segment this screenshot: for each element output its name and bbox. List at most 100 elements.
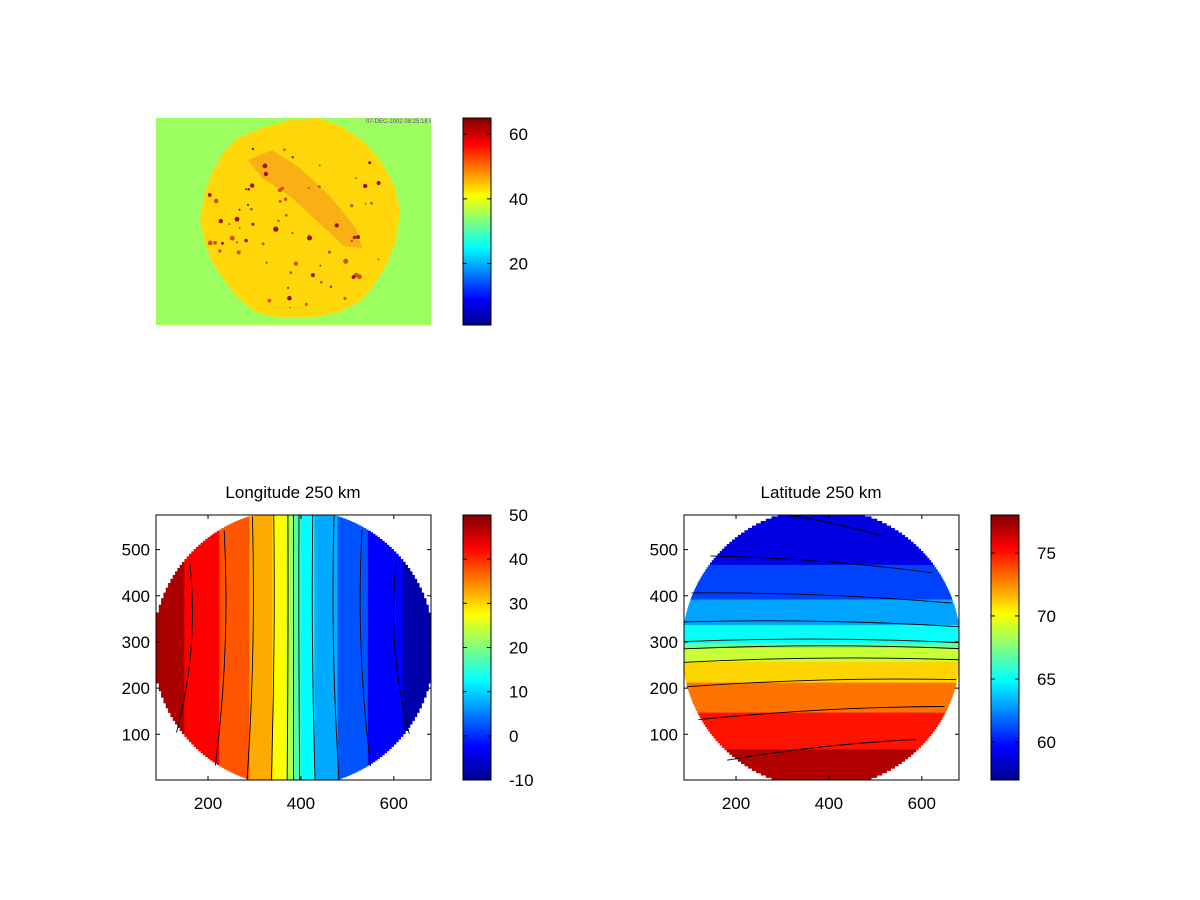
field-band xyxy=(684,631,959,635)
x-tick-label: 600 xyxy=(908,794,936,813)
field-band xyxy=(279,515,283,780)
x-tick-label: 200 xyxy=(722,794,750,813)
colorbar-tick-label: 0 xyxy=(509,727,518,746)
field-band xyxy=(267,515,271,780)
image-speck xyxy=(289,271,293,275)
field-band xyxy=(686,611,957,614)
field-band xyxy=(690,597,953,601)
y-tick-label: 200 xyxy=(122,679,150,698)
field-band xyxy=(684,641,959,644)
x-tick-label: 400 xyxy=(287,794,315,813)
field-band xyxy=(379,538,383,757)
field-band xyxy=(684,666,959,670)
colorbar-tick-label: 30 xyxy=(509,594,528,613)
field-band xyxy=(721,744,922,748)
colorbar-tick-label: 70 xyxy=(1037,607,1056,626)
field-band xyxy=(702,574,941,577)
field-band xyxy=(168,583,171,713)
field-band xyxy=(737,758,906,762)
field-band xyxy=(700,576,943,580)
image-speck xyxy=(293,261,298,266)
image-speck xyxy=(350,204,354,208)
latitude-title: Latitude 250 km xyxy=(761,483,882,502)
contour-line xyxy=(691,592,952,604)
field-band xyxy=(703,721,940,725)
field-band xyxy=(726,544,917,547)
field-band xyxy=(697,710,946,714)
field-band xyxy=(695,707,948,711)
field-band xyxy=(684,661,959,665)
field-band xyxy=(360,526,364,770)
latitude-axes-box xyxy=(683,514,960,781)
image-speck xyxy=(310,273,315,278)
field-band xyxy=(200,542,204,754)
field-band xyxy=(188,553,192,743)
field-band xyxy=(353,523,357,773)
field-band xyxy=(741,761,902,764)
image-speck xyxy=(352,235,356,240)
field-band xyxy=(684,650,959,654)
field-band xyxy=(205,538,209,757)
field-band xyxy=(328,515,332,780)
image-speck xyxy=(319,280,323,284)
field-band xyxy=(351,522,355,774)
field-band xyxy=(688,604,955,608)
field-band xyxy=(409,571,413,725)
field-band xyxy=(247,516,250,780)
image-speck xyxy=(291,232,294,235)
field-band xyxy=(221,528,225,768)
field-band xyxy=(687,687,956,691)
field-band xyxy=(402,561,406,735)
field-band xyxy=(690,696,953,700)
field-band xyxy=(163,592,167,704)
contour-line xyxy=(298,515,301,780)
image-disc xyxy=(200,118,400,318)
field-band xyxy=(687,684,956,688)
field-band xyxy=(684,668,959,672)
field-band xyxy=(182,561,185,735)
field-band xyxy=(300,515,304,780)
image-speck xyxy=(277,219,280,223)
field-band xyxy=(323,515,327,780)
field-band xyxy=(796,784,847,787)
longitude-axes-box xyxy=(155,514,432,781)
field-band xyxy=(691,594,952,598)
field-band xyxy=(684,627,959,631)
colorbar-tick-label: 50 xyxy=(509,506,528,525)
field-band xyxy=(367,530,371,766)
image-speck xyxy=(234,216,240,222)
image-speck xyxy=(356,235,360,239)
longitude-axis-ticks: 200 400 600 100 200 300 400 500 xyxy=(122,515,431,813)
image-speck xyxy=(376,180,381,186)
image-speck xyxy=(250,207,253,211)
field-band xyxy=(744,763,899,767)
field-band xyxy=(314,515,318,780)
field-band xyxy=(685,677,958,681)
field-band xyxy=(697,583,946,587)
field-band xyxy=(298,515,302,780)
field-band xyxy=(689,691,954,695)
contour-line xyxy=(246,516,254,780)
y-tick-label: 200 xyxy=(650,679,678,698)
field-band xyxy=(365,529,369,767)
longitude-colorbar-ticks: -10 0 10 20 30 40 50 xyxy=(463,506,534,790)
field-band xyxy=(254,515,257,780)
colorbar-tick-label: 65 xyxy=(1037,670,1056,689)
image-speck xyxy=(287,295,292,301)
contour-line xyxy=(270,515,275,780)
field-band xyxy=(702,719,941,723)
field-band xyxy=(734,756,909,760)
field-band xyxy=(263,515,267,780)
field-band xyxy=(249,515,253,780)
field-band xyxy=(414,578,418,718)
contour-line xyxy=(286,515,289,780)
field-band xyxy=(684,654,959,658)
colorbar-tick-label: 40 xyxy=(509,550,528,569)
contour-line xyxy=(332,516,340,780)
field-band xyxy=(756,770,887,774)
field-band xyxy=(693,703,950,707)
field-band xyxy=(212,533,216,763)
y-tick-label: 100 xyxy=(122,725,150,744)
field-band xyxy=(689,601,954,605)
field-band xyxy=(698,712,945,716)
